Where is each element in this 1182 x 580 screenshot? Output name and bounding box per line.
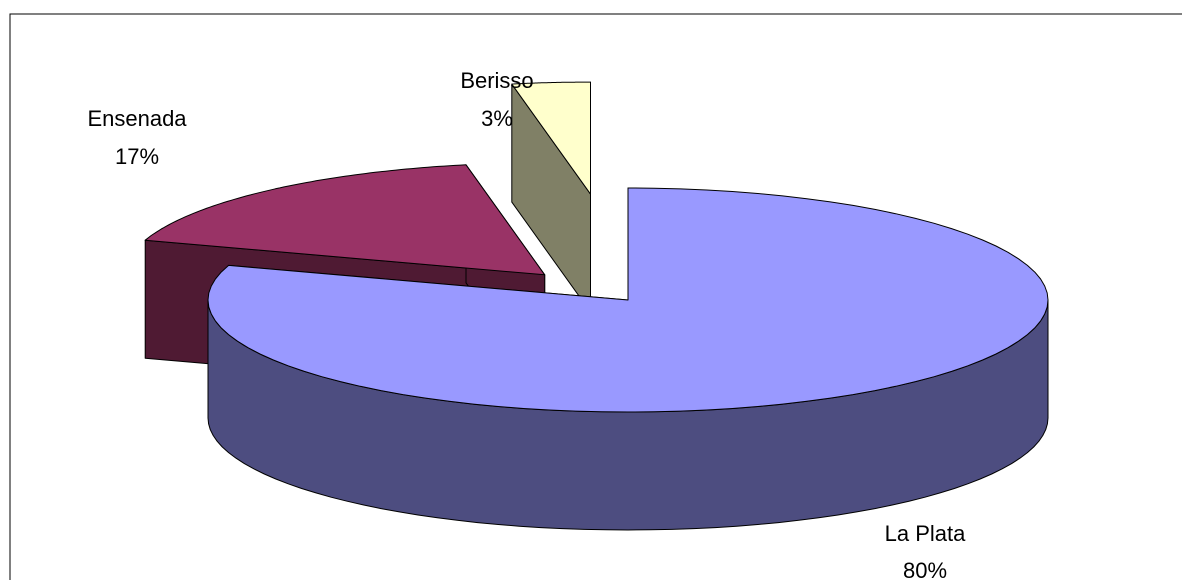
data-label: 80% xyxy=(903,558,947,580)
data-label-name: Ensenada xyxy=(87,106,187,131)
data-label-name: La Plata xyxy=(885,521,966,546)
slice xyxy=(144,164,546,276)
data-label: 17% xyxy=(115,144,159,169)
data-label-name: Berisso xyxy=(460,68,533,93)
data-label: 3% xyxy=(481,106,513,131)
slice xyxy=(207,187,1049,413)
slice xyxy=(511,81,591,195)
